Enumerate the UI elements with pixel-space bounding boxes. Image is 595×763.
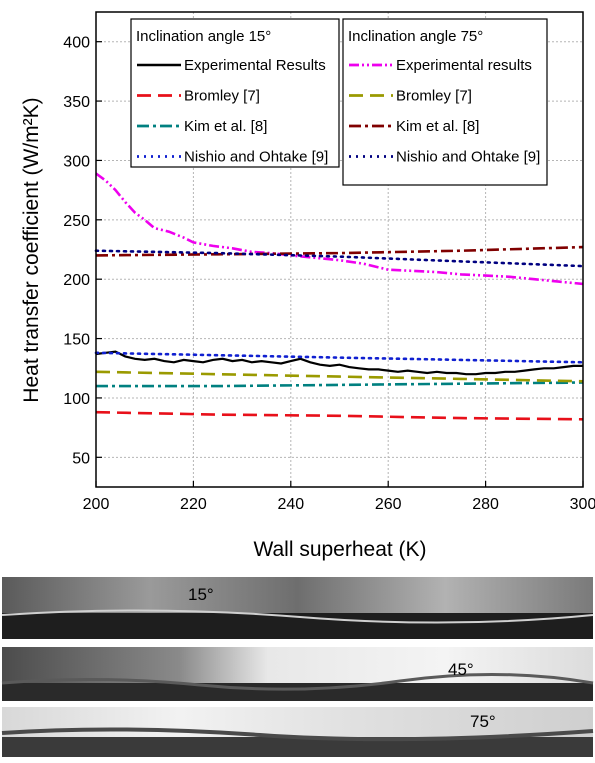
heat-transfer-chart: Inclination angle 15° Experimental Result… [20, 11, 595, 561]
series-line-15-3 [94, 351, 585, 364]
axis-ticks: 200 220 240 260 280 300 50 100 150 200 250 300 350 40… [63, 35, 595, 513]
series-line-15-1 [95, 410, 584, 421]
series-line-15-2 [96, 381, 584, 388]
x-tick-label: 240 [277, 496, 304, 513]
legend-title: Inclination angle 15° [136, 28, 271, 45]
legend-entry: Nishio and Ohtake [9] [184, 149, 328, 166]
y-tick-label: 200 [63, 272, 90, 289]
legend-entry: Kim et al. [8] [396, 118, 479, 135]
series-line-75-4 [95, 172, 584, 286]
series-line-75-7 [94, 249, 585, 268]
photo-strip-15: 15° [1, 577, 594, 639]
x-tick-label: 200 [83, 496, 110, 513]
series-line-75-5 [95, 370, 584, 383]
photo-panel: 15° 45° 75° [0, 575, 595, 758]
x-tick-label: 220 [180, 496, 207, 513]
legend-layer: Inclination angle 15° Experimental Result… [130, 18, 548, 186]
legend-entry: Experimental Results [184, 57, 326, 74]
legend-entry: Nishio and Ohtake [9] [396, 149, 540, 166]
x-tick-label: 260 [375, 496, 402, 513]
y-tick-label: 100 [63, 391, 90, 408]
legend-title: Inclination angle 75° [348, 28, 483, 45]
y-tick-label: 150 [63, 332, 90, 349]
legend-top-left: Inclination angle 15° Experimental Result… [130, 18, 340, 168]
y-tick-label: 300 [63, 153, 90, 170]
legend-entry: Kim et al. [8] [184, 118, 267, 135]
legend-entry: Bromley [7] [184, 88, 260, 105]
strip-label-75: 75° [470, 712, 496, 731]
x-tick-label: 300 [570, 496, 595, 513]
series-layer [94, 172, 585, 421]
y-axis-label: Heat transfer coefficient (W/m²K) [20, 97, 43, 402]
photo-strips: 15° 45° 75° [1, 577, 594, 757]
photo-strip-45: 45° [1, 647, 594, 701]
x-axis-label: Wall superheat (K) [253, 538, 426, 561]
series-line-75-6 [95, 245, 584, 257]
y-tick-label: 50 [72, 450, 90, 467]
series-line-15-0 [95, 350, 583, 376]
strip-label-15: 15° [188, 585, 214, 604]
legend-entry: Experimental results [396, 57, 532, 74]
legend-box [130, 18, 340, 168]
strip-label-45: 45° [448, 660, 474, 679]
legend-top-right: Inclination angle 75° Experimental result… [342, 18, 548, 186]
y-tick-label: 250 [63, 213, 90, 230]
plot-frame [95, 11, 584, 488]
legend-entry: Bromley [7] [396, 88, 472, 105]
photo-strip-75: 75° [1, 707, 594, 757]
y-tick-label: 400 [63, 35, 90, 52]
y-tick-label: 350 [63, 94, 90, 111]
x-tick-label: 280 [472, 496, 499, 513]
